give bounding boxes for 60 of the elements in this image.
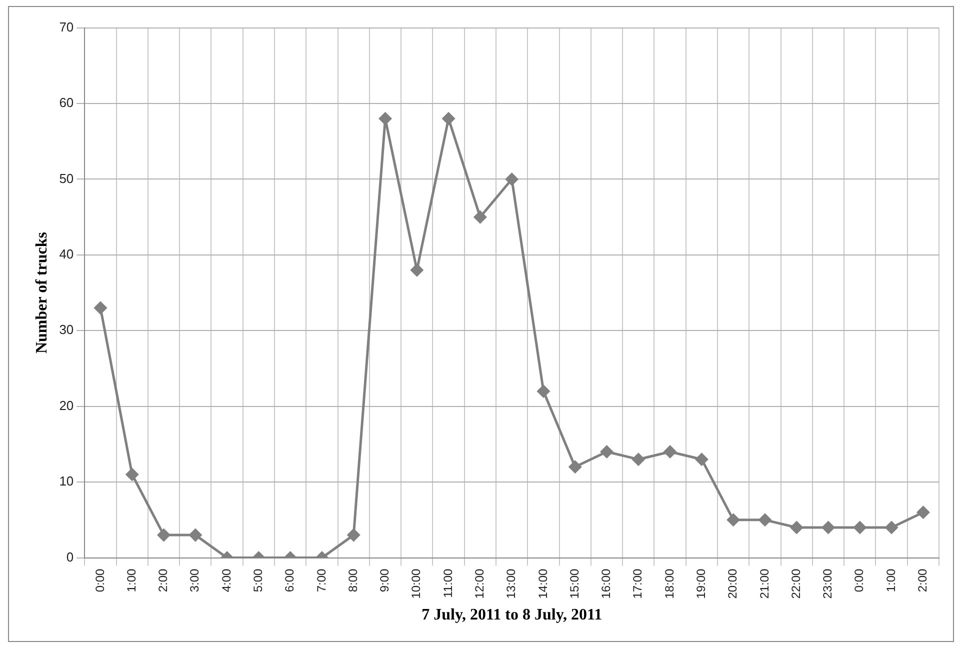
point [347,528,360,542]
x-tick-label: 23:00 [820,568,835,599]
x-tick-label: 1:00 [124,568,138,592]
point [822,521,834,534]
x-tick-label: 22:00 [788,568,803,599]
point [189,528,202,542]
x-tick-label: 2:00 [156,568,170,592]
x-tick-label: 10:00 [409,568,424,599]
x-tick-label: 2:00 [915,568,930,592]
y-tick-label: 10 [59,474,74,489]
y-axis-title: Number of trucks [34,232,51,354]
point [695,453,708,466]
point [600,446,614,458]
x-tick-label: 8:00 [346,568,360,592]
y-tick-label: 0 [66,549,74,564]
point [632,453,645,466]
point [442,112,455,125]
x-tick-label: 0:00 [92,568,107,592]
point [790,521,803,534]
point [94,302,107,314]
x-tick-label: 12:00 [472,568,486,599]
x-tick-label: 5:00 [251,568,266,592]
point [126,468,138,481]
x-tick-label: 9:00 [378,568,392,592]
x-axis-title: 7 July, 2011 to 8 July, 2011 [422,606,602,624]
x-tick-label: 11:00 [440,568,455,598]
point [854,521,866,534]
point [379,112,392,125]
x-tick-label: 1:00 [884,568,898,592]
y-tick-label: 40 [59,246,74,262]
y-tick-label: 60 [59,95,74,110]
point [916,506,930,519]
x-tick-label: 20:00 [726,568,740,599]
x-tick-label: 7:00 [314,568,328,592]
point [727,514,740,526]
x-tick-label: 4:00 [219,568,234,592]
point [474,210,486,224]
x-tick-label: 17:00 [630,568,645,599]
point [758,514,772,526]
point [537,384,550,398]
x-tick-label: 14:00 [536,568,550,599]
y-tick-label: 20 [59,398,74,413]
x-tick-label: 3:00 [188,568,202,592]
point [410,264,424,276]
point [885,521,898,534]
x-tick-label: 13:00 [504,568,518,599]
x-tick-label: 16:00 [599,568,614,599]
x-tick-label: 21:00 [757,568,772,599]
y-tick-label: 30 [59,322,74,338]
y-tick-label: 50 [59,170,74,186]
point [158,528,170,542]
y-tick-label: 70 [59,19,74,34]
x-tick-label: 0:00 [852,568,866,592]
point [506,172,518,186]
point [664,446,676,458]
x-tick-label: 18:00 [662,568,676,599]
x-tick-label: 19:00 [694,568,708,599]
point [568,460,582,474]
x-tick-label: 6:00 [282,568,297,592]
x-tick-label: 15:00 [567,568,582,599]
